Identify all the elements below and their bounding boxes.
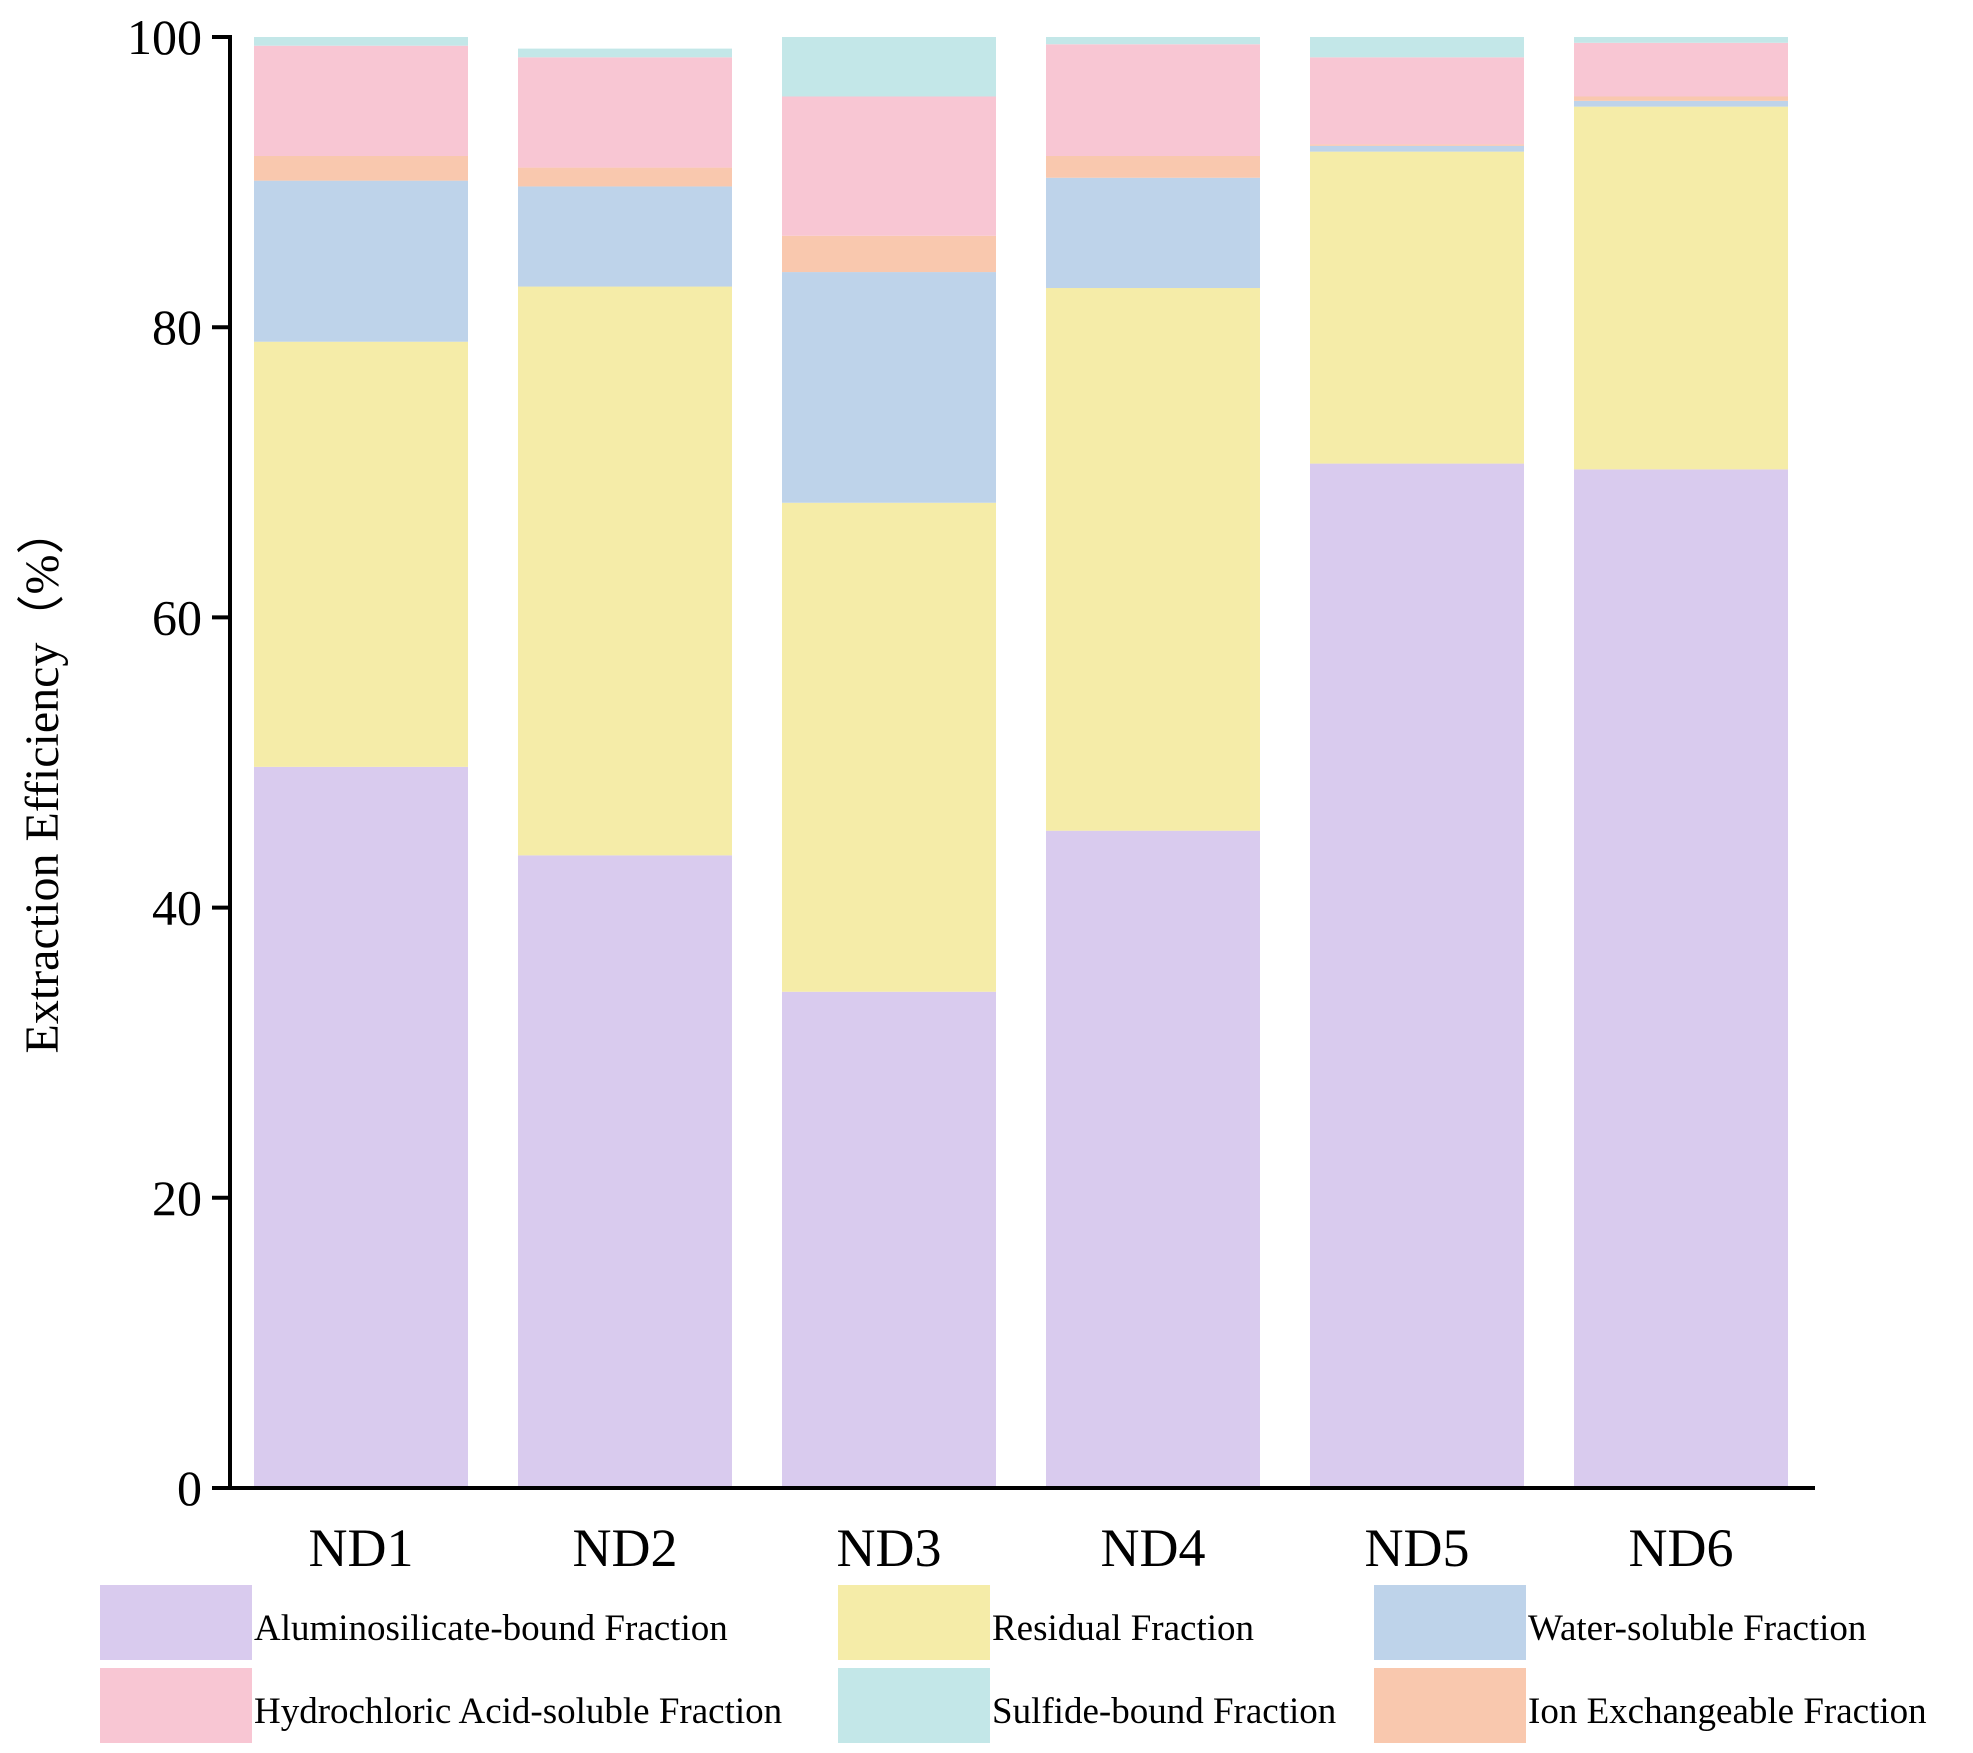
- x-category-label-nd5: ND5: [1365, 1518, 1470, 1578]
- y-tick-label-0: 0: [177, 1460, 202, 1516]
- legend-label-ion-exchangeable-fraction: Ion Exchangeable Fraction: [1528, 1691, 1927, 1732]
- bar-nd5-hydrochloric-acid-soluble-fraction: [1310, 57, 1524, 145]
- legend-swatch-hydrochloric-acid-soluble-fraction: [100, 1668, 252, 1743]
- bar-nd1-residual-fraction: [254, 341, 468, 767]
- x-category-label-nd6: ND6: [1629, 1518, 1734, 1578]
- legend-label-residual-fraction: Residual Fraction: [992, 1608, 1254, 1649]
- bar-nd3-sulfide-bound-fraction: [782, 37, 996, 97]
- legend-swatch-residual-fraction: [838, 1585, 990, 1660]
- bar-nd6-ion-exchangeable-fraction: [1574, 96, 1788, 101]
- bar-nd1-sulfide-bound-fraction: [254, 37, 468, 46]
- legend-swatch-aluminosilicate-bound-fraction: [100, 1585, 252, 1660]
- legend-label-sulfide-bound-fraction: Sulfide-bound Fraction: [992, 1691, 1336, 1732]
- bar-nd6-residual-fraction: [1574, 106, 1788, 470]
- bar-nd6-sulfide-bound-fraction: [1574, 37, 1788, 43]
- bar-nd3-aluminosilicate-bound-fraction: [782, 991, 996, 1488]
- legend: Aluminosilicate-bound Fraction Residual F…: [100, 1585, 1927, 1743]
- bar-nd2-hydrochloric-acid-soluble-fraction: [518, 57, 732, 168]
- bar-nd5-ion-exchangeable-fraction: [1310, 144, 1524, 146]
- bar-nd4-water-soluble-fraction: [1046, 177, 1260, 289]
- bar-nd4-ion-exchangeable-fraction: [1046, 155, 1260, 178]
- y-axis-title: Extraction Efficiency（%）: [16, 507, 69, 1054]
- bar-nd2-residual-fraction: [518, 286, 732, 856]
- bar-nd6-water-soluble-fraction: [1574, 100, 1788, 107]
- legend-swatch-sulfide-bound-fraction: [838, 1668, 990, 1743]
- bar-nd4-aluminosilicate-bound-fraction: [1046, 830, 1260, 1488]
- legend-label-water-soluble-fraction: Water-soluble Fraction: [1528, 1608, 1866, 1649]
- y-tick-label-60: 60: [152, 589, 202, 645]
- bar-nd1-water-soluble-fraction: [254, 180, 468, 342]
- bar-nd6-aluminosilicate-bound-fraction: [1574, 469, 1788, 1488]
- bar-nd5-aluminosilicate-bound-fraction: [1310, 463, 1524, 1488]
- axes-layer: [228, 35, 1815, 1490]
- bar-nd2-aluminosilicate-bound-fraction: [518, 855, 732, 1488]
- bar-nd1-aluminosilicate-bound-fraction: [254, 766, 468, 1488]
- bar-nd4-residual-fraction: [1046, 288, 1260, 831]
- y-tick-label-80: 80: [152, 299, 202, 355]
- legend-label-hydrochloric-acid-soluble-fraction: Hydrochloric Acid-soluble Fraction: [254, 1691, 782, 1732]
- y-ticks: 0 20 40 60 80 100: [127, 9, 230, 1516]
- x-category-label-nd2: ND2: [573, 1518, 678, 1578]
- bar-nd1-ion-exchangeable-fraction: [254, 155, 468, 181]
- x-category-label-nd3: ND3: [837, 1518, 942, 1578]
- legend-swatch-ion-exchangeable-fraction: [1374, 1668, 1526, 1743]
- bar-nd3-residual-fraction: [782, 502, 996, 992]
- bar-nd1-hydrochloric-acid-soluble-fraction: [254, 45, 468, 156]
- bar-nd2-sulfide-bound-fraction: [518, 48, 732, 58]
- legend-swatch-water-soluble-fraction: [1374, 1585, 1526, 1660]
- y-tick-label-100: 100: [127, 9, 202, 65]
- bar-nd3-water-soluble-fraction: [782, 272, 996, 503]
- bar-nd3-hydrochloric-acid-soluble-fraction: [782, 96, 996, 236]
- bar-nd5-water-soluble-fraction: [1310, 145, 1524, 152]
- y-tick-label-40: 40: [152, 880, 202, 936]
- bar-nd4-sulfide-bound-fraction: [1046, 37, 1260, 45]
- y-tick-label-20: 20: [152, 1170, 202, 1226]
- bar-nd2-water-soluble-fraction: [518, 186, 732, 287]
- bar-nd2-ion-exchangeable-fraction: [518, 167, 732, 187]
- x-category-label-nd1: ND1: [309, 1518, 414, 1578]
- bar-nd4-hydrochloric-acid-soluble-fraction: [1046, 44, 1260, 156]
- bars-layer: [254, 37, 1788, 1488]
- bar-nd5-residual-fraction: [1310, 151, 1524, 464]
- bar-nd5-sulfide-bound-fraction: [1310, 37, 1524, 58]
- bar-nd3-ion-exchangeable-fraction: [782, 235, 996, 273]
- legend-label-aluminosilicate-bound-fraction: Aluminosilicate-bound Fraction: [254, 1608, 728, 1649]
- bar-nd6-hydrochloric-acid-soluble-fraction: [1574, 42, 1788, 97]
- x-category-label-nd4: ND4: [1101, 1518, 1206, 1578]
- x-category-labels: ND1 ND2 ND3 ND4 ND5 ND6: [309, 1518, 1734, 1578]
